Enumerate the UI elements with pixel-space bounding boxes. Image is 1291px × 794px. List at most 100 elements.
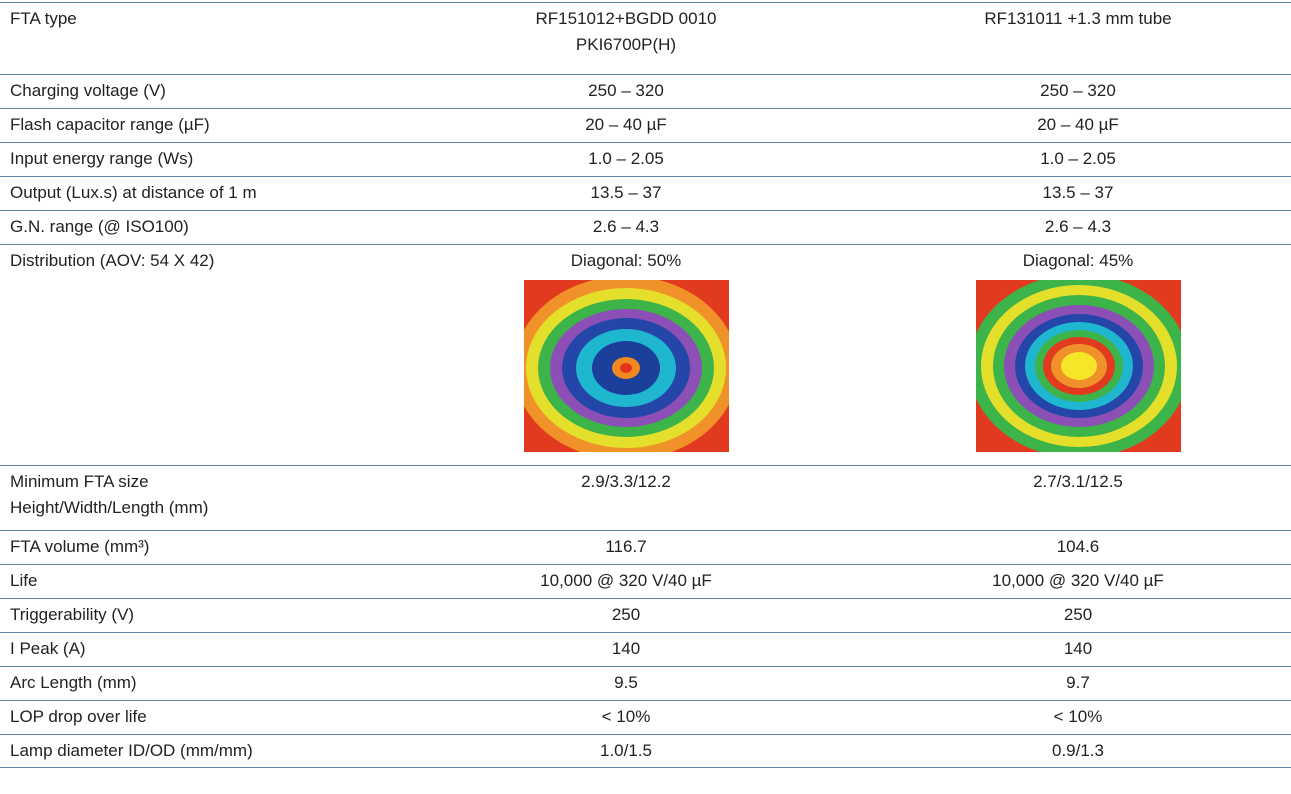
cell-text: 104.6: [928, 534, 1228, 560]
cell-text: 250: [928, 602, 1228, 628]
cell-text: 0.9/1.3: [928, 738, 1228, 764]
cell-text: RF131011 +1.3 mm tube: [928, 6, 1228, 32]
cell-value: 1.0 – 2.05: [476, 143, 776, 172]
cell-text: Arc Length (mm): [10, 670, 430, 696]
cell-value: 10,000 @ 320 V/40 µF: [476, 565, 776, 594]
cell-text: < 10%: [928, 704, 1228, 730]
cell-value: 20 – 40 µF: [476, 109, 776, 138]
cell-value: 250 – 320: [476, 75, 776, 104]
table-row: Flash capacitor range (µF) 20 – 40 µF 20 –…: [0, 108, 1291, 142]
cell-text: Triggerability (V): [10, 602, 430, 628]
row-label: FTA type: [10, 3, 430, 32]
cell-value: 0.9/1.3: [928, 735, 1228, 764]
cell-text: LOP drop over life: [10, 704, 430, 730]
cell-text: Life: [10, 568, 430, 594]
row-label: Output (Lux.s) at distance of 1 m: [10, 177, 430, 206]
cell-text: Flash capacitor range (µF): [10, 112, 430, 138]
cell-text: Minimum FTA size Height/Width/Length (mm…: [10, 469, 430, 521]
cell-text: 1.0 – 2.05: [476, 146, 776, 172]
cell-value: 116.7: [476, 531, 776, 560]
cell-value: 250: [928, 599, 1228, 628]
table-row: FTA volume (mm³) 116.7 104.6: [0, 530, 1291, 564]
cell-text: 13.5 – 37: [928, 180, 1228, 206]
cell-value: 104.6: [928, 531, 1228, 560]
row-label: Minimum FTA size Height/Width/Length (mm…: [10, 466, 430, 521]
table-row: Input energy range (Ws) 1.0 – 2.05 1.0 – 2…: [0, 142, 1291, 176]
cell-value: 140: [476, 633, 776, 662]
cell-text: 140: [476, 636, 776, 662]
cell-value: 250: [476, 599, 776, 628]
cell-value: 9.5: [476, 667, 776, 696]
cell-text: Input energy range (Ws): [10, 146, 430, 172]
row-label: FTA volume (mm³): [10, 531, 430, 560]
page: FTA type RF151012+BGDD 0010 PKI6700P(H) RF…: [0, 0, 1291, 794]
cell-value: 250 – 320: [928, 75, 1228, 104]
table-row: Arc Length (mm) 9.5 9.7: [0, 666, 1291, 700]
cell-value: 140: [928, 633, 1228, 662]
cell-text: 9.7: [928, 670, 1228, 696]
cell-value: Diagonal: 45%: [928, 245, 1228, 452]
cell-value: 2.7/3.1/12.5: [928, 466, 1228, 495]
cell-text: 2.9/3.3/12.2: [476, 469, 776, 495]
table-row: Life 10,000 @ 320 V/40 µF 10,000 @ 320 V/4…: [0, 564, 1291, 598]
cell-text: 140: [928, 636, 1228, 662]
cell-value: RF131011 +1.3 mm tube: [928, 3, 1228, 32]
cell-text: 1.0/1.5: [476, 738, 776, 764]
cell-value: 2.9/3.3/12.2: [476, 466, 776, 495]
cell-text: Diagonal: 45%: [928, 248, 1228, 274]
table-row: I Peak (A) 140 140: [0, 632, 1291, 666]
cell-text: 9.5: [476, 670, 776, 696]
cell-text: 116.7: [476, 534, 776, 560]
row-label: I Peak (A): [10, 633, 430, 662]
row-label: Lamp diameter ID/OD (mm/mm): [10, 735, 430, 764]
cell-text: Output (Lux.s) at distance of 1 m: [10, 180, 430, 206]
cell-text: G.N. range (@ ISO100): [10, 214, 430, 240]
cell-text: Diagonal: 50%: [476, 248, 776, 274]
cell-value: 2.6 – 4.3: [928, 211, 1228, 240]
row-label: LOP drop over life: [10, 701, 430, 730]
cell-value: 9.7: [928, 667, 1228, 696]
table-row: Output (Lux.s) at distance of 1 m 13.5 – …: [0, 176, 1291, 210]
table-row: Minimum FTA size Height/Width/Length (mm…: [0, 465, 1291, 530]
cell-value: 1.0/1.5: [476, 735, 776, 764]
row-label: Arc Length (mm): [10, 667, 430, 696]
row-label: Life: [10, 565, 430, 594]
cell-text: RF151012+BGDD 0010 PKI6700P(H): [476, 6, 776, 58]
row-label: Distribution (AOV: 54 X 42): [10, 245, 430, 274]
cell-text: Charging voltage (V): [10, 78, 430, 104]
row-label: Charging voltage (V): [10, 75, 430, 104]
cell-text: FTA type: [10, 6, 430, 32]
table-row: G.N. range (@ ISO100) 2.6 – 4.3 2.6 – 4.3: [0, 210, 1291, 244]
cell-text: 2.7/3.1/12.5: [928, 469, 1228, 495]
cell-value: 1.0 – 2.05: [928, 143, 1228, 172]
cell-text: 2.6 – 4.3: [476, 214, 776, 240]
cell-text: 250: [476, 602, 776, 628]
cell-text: < 10%: [476, 704, 776, 730]
row-label: Input energy range (Ws): [10, 143, 430, 172]
table-row: Distribution (AOV: 54 X 42) Diagonal: 50%…: [0, 244, 1291, 465]
cell-value: RF151012+BGDD 0010 PKI6700P(H): [476, 3, 776, 58]
cell-value: 2.6 – 4.3: [476, 211, 776, 240]
cell-text: Distribution (AOV: 54 X 42): [10, 248, 430, 274]
table-row: Triggerability (V) 250 250: [0, 598, 1291, 632]
heatmap-image: [976, 280, 1181, 452]
row-label: G.N. range (@ ISO100): [10, 211, 430, 240]
table-row: Charging voltage (V) 250 – 320 250 – 320: [0, 74, 1291, 108]
cell-value: Diagonal: 50%: [476, 245, 776, 452]
cell-text: 10,000 @ 320 V/40 µF: [476, 568, 776, 594]
cell-value: < 10%: [476, 701, 776, 730]
cell-text: 250 – 320: [928, 78, 1228, 104]
row-label: Flash capacitor range (µF): [10, 109, 430, 138]
cell-text: 1.0 – 2.05: [928, 146, 1228, 172]
cell-text: I Peak (A): [10, 636, 430, 662]
cell-value: 20 – 40 µF: [928, 109, 1228, 138]
cell-text: 20 – 40 µF: [476, 112, 776, 138]
cell-value: 13.5 – 37: [476, 177, 776, 206]
cell-text: 20 – 40 µF: [928, 112, 1228, 138]
table-row: Lamp diameter ID/OD (mm/mm) 1.0/1.5 0.9/1.…: [0, 734, 1291, 768]
cell-text: 250 – 320: [476, 78, 776, 104]
table-row: FTA type RF151012+BGDD 0010 PKI6700P(H) RF…: [0, 2, 1291, 74]
cell-text: 10,000 @ 320 V/40 µF: [928, 568, 1228, 594]
heatmap-image: [524, 280, 729, 452]
table-row: LOP drop over life < 10% < 10%: [0, 700, 1291, 734]
